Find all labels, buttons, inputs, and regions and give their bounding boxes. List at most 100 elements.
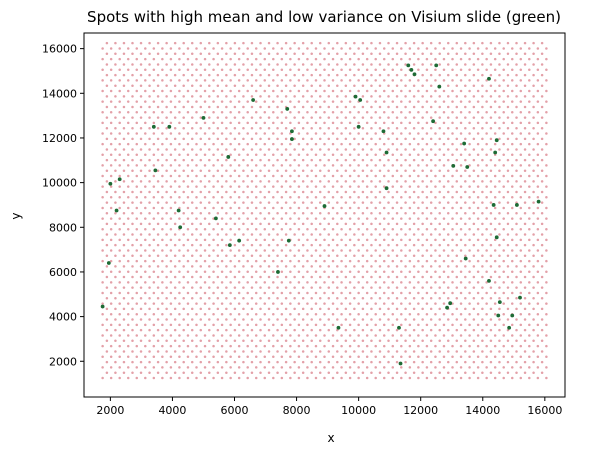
background-spot [114, 105, 117, 109]
background-spot [195, 291, 198, 295]
background-spot [199, 105, 203, 109]
background-spot [348, 47, 352, 50]
background-spot [382, 270, 386, 273]
background-spot [237, 185, 241, 188]
background-spot [353, 201, 356, 204]
background-spot [382, 227, 386, 231]
background-spot [540, 116, 544, 119]
background-spot [391, 68, 395, 72]
background-spot [438, 243, 441, 247]
background-spot [156, 201, 160, 204]
background-spot [387, 116, 390, 119]
background-spot [523, 328, 527, 332]
background-spot [417, 132, 420, 135]
background-spot [216, 307, 220, 311]
background-spot [400, 68, 403, 72]
background-spot [314, 281, 318, 284]
background-spot [348, 206, 352, 210]
background-spot [242, 265, 245, 268]
background-spot [408, 376, 412, 380]
highlight-spot [451, 163, 456, 168]
background-spot [208, 41, 211, 45]
background-spot [378, 180, 382, 183]
background-spot [378, 328, 382, 332]
background-spot [374, 366, 377, 369]
background-spot [485, 217, 488, 220]
background-spot [502, 79, 505, 82]
background-spot [173, 318, 177, 321]
background-spot [114, 328, 117, 332]
background-spot [536, 366, 540, 369]
background-spot [182, 339, 185, 343]
background-spot [101, 238, 104, 242]
background-spot [489, 318, 493, 321]
background-spot [446, 52, 450, 56]
background-spot [156, 63, 160, 66]
background-spot [464, 52, 467, 56]
background-spot [532, 158, 535, 162]
background-spot [387, 158, 390, 162]
background-spot [331, 153, 335, 157]
background-spot [152, 57, 156, 61]
background-spot [101, 57, 104, 61]
background-spot [135, 153, 138, 157]
background-spot [489, 190, 493, 194]
background-spot [442, 238, 446, 242]
background-spot [289, 291, 292, 295]
background-spot [237, 249, 241, 252]
background-spot [144, 142, 147, 146]
background-spot [105, 41, 109, 45]
background-spot [139, 41, 143, 45]
background-spot [348, 376, 352, 380]
background-spot [301, 148, 305, 151]
background-spot [310, 105, 313, 109]
background-spot [212, 79, 215, 82]
background-spot [246, 111, 249, 114]
background-spot [417, 227, 420, 231]
background-spot [246, 121, 249, 125]
background-spot [387, 371, 390, 374]
background-spot [318, 360, 322, 364]
background-spot [126, 68, 130, 72]
background-spot [284, 41, 288, 45]
background-spot [323, 68, 326, 72]
background-spot [353, 265, 356, 268]
background-spot [506, 180, 510, 183]
background-spot [242, 158, 245, 162]
background-spot [297, 249, 301, 252]
background-spot [225, 371, 228, 374]
highlight-spot [496, 313, 501, 318]
background-spot [289, 312, 292, 316]
background-spot [242, 116, 245, 119]
background-spot [306, 132, 309, 135]
background-spot [233, 265, 237, 268]
background-spot [434, 259, 437, 263]
background-spot [216, 73, 220, 77]
background-spot [357, 323, 360, 327]
background-spot [122, 201, 126, 204]
background-spot [348, 142, 352, 146]
background-spot [280, 323, 284, 327]
background-spot [178, 312, 181, 316]
background-spot [353, 190, 356, 194]
background-spot [144, 164, 147, 167]
background-spot [139, 105, 143, 109]
background-spot [156, 169, 160, 172]
background-spot [523, 350, 527, 353]
background-spot [293, 95, 296, 98]
background-spot [195, 47, 198, 50]
background-spot [225, 116, 228, 119]
background-spot [250, 350, 254, 353]
background-spot [220, 111, 224, 114]
background-spot [190, 201, 194, 204]
background-spot [229, 196, 232, 199]
background-spot [203, 132, 207, 135]
background-spot [493, 366, 497, 369]
background-spot [284, 254, 288, 258]
background-spot [173, 254, 177, 258]
background-spot [348, 334, 352, 337]
background-spot [156, 190, 160, 194]
background-spot [374, 355, 377, 359]
background-spot [131, 201, 134, 204]
background-spot [263, 89, 267, 93]
